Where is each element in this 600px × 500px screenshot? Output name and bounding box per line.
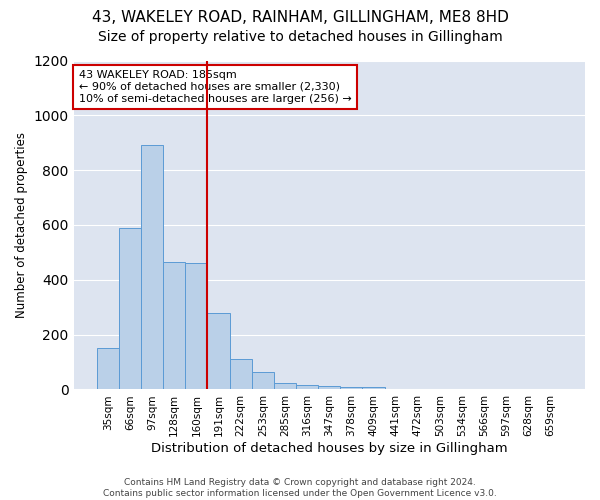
Bar: [318, 386, 340, 390]
Bar: [230, 360, 252, 390]
Text: 43 WAKELEY ROAD: 185sqm
← 90% of detached houses are smaller (2,330)
10% of semi: 43 WAKELEY ROAD: 185sqm ← 90% of detache…: [79, 70, 352, 104]
Bar: [141, 146, 163, 390]
Bar: [296, 384, 318, 390]
Bar: [274, 382, 296, 390]
Bar: [340, 386, 362, 390]
Bar: [252, 372, 274, 390]
Bar: [362, 388, 385, 390]
Y-axis label: Number of detached properties: Number of detached properties: [15, 132, 28, 318]
Bar: [185, 264, 208, 390]
Text: Size of property relative to detached houses in Gillingham: Size of property relative to detached ho…: [98, 30, 502, 44]
Bar: [119, 228, 141, 390]
Text: 43, WAKELEY ROAD, RAINHAM, GILLINGHAM, ME8 8HD: 43, WAKELEY ROAD, RAINHAM, GILLINGHAM, M…: [92, 10, 508, 25]
Bar: [97, 348, 119, 390]
Bar: [163, 262, 185, 390]
Bar: [208, 312, 230, 390]
X-axis label: Distribution of detached houses by size in Gillingham: Distribution of detached houses by size …: [151, 442, 508, 455]
Text: Contains HM Land Registry data © Crown copyright and database right 2024.
Contai: Contains HM Land Registry data © Crown c…: [103, 478, 497, 498]
